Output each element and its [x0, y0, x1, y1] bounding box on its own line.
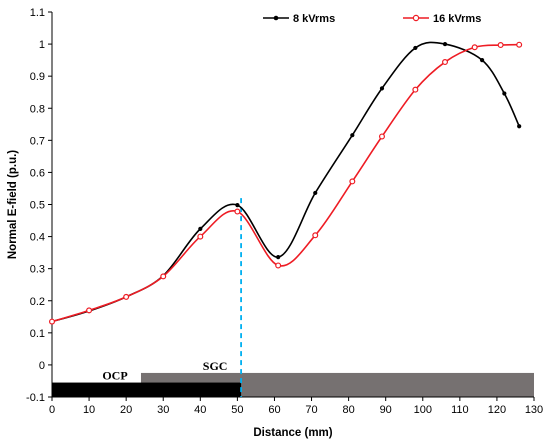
- y-tick-label: 0.6: [30, 167, 45, 179]
- band-ocp: [52, 382, 242, 397]
- y-tick-label: 0.1: [30, 328, 45, 340]
- band-label-ocp: OCP: [102, 369, 127, 383]
- legend-label-8-kvrms: 8 kVrms: [293, 13, 335, 25]
- data-point-8-kvrms: [235, 203, 240, 208]
- x-tick-label: 110: [451, 404, 469, 416]
- data-point-8-kvrms: [479, 58, 485, 63]
- data-point-16-kvrms: [123, 293, 130, 300]
- data-point-16-kvrms: [86, 307, 93, 314]
- series-line-16-kvrms: [51, 43, 520, 323]
- legend: 8 kVrms 16 kVrms: [263, 13, 481, 25]
- y-tick-label: 1: [39, 39, 45, 51]
- data-point-8-kvrms: [502, 91, 507, 96]
- axes-layer: [51, 12, 534, 398]
- data-point-16-kvrms: [349, 178, 356, 185]
- data-point-8-kvrms: [350, 133, 355, 138]
- x-tick-label: 10: [83, 404, 95, 416]
- y-tick-label: 0.7: [30, 135, 45, 147]
- data-point-16-kvrms: [234, 208, 241, 215]
- y-tick-label: 0.2: [30, 296, 45, 308]
- y-tick-label: 1.1: [30, 7, 45, 19]
- bands-layer: OCP SGC: [52, 359, 534, 397]
- data-point-8-kvrms: [517, 124, 522, 129]
- data-point-8-kvrms: [379, 86, 385, 91]
- x-tick-label: 80: [342, 404, 354, 416]
- data-point-16-kvrms: [197, 233, 204, 240]
- legend-marker-8-kvrms: [273, 15, 279, 21]
- data-point-16-kvrms: [160, 273, 167, 280]
- x-tick-label: 120: [488, 404, 506, 416]
- y-tick-label: -0.1: [26, 392, 45, 404]
- legend-marker-16-kvrms: [412, 14, 420, 22]
- x-tick-label: 90: [380, 404, 392, 416]
- data-point-16-kvrms: [48, 318, 55, 325]
- y-tick-label: 0.4: [30, 232, 45, 244]
- y-axis-title: Normal E-field (p.u.): [7, 150, 19, 259]
- y-tick-label: 0: [39, 360, 45, 372]
- data-point-16-kvrms: [471, 44, 478, 51]
- x-tick-label: 100: [414, 404, 432, 416]
- data-point-16-kvrms: [516, 41, 523, 48]
- x-tick-label: 40: [194, 404, 206, 416]
- data-point-16-kvrms: [275, 262, 282, 269]
- data-point-16-kvrms: [412, 86, 419, 93]
- data-point-16-kvrms: [497, 42, 504, 49]
- y-tick-label: 0.9: [30, 71, 45, 83]
- data-point-8-kvrms: [276, 255, 281, 260]
- x-tick-label: 20: [120, 404, 132, 416]
- x-tick-label: 50: [231, 404, 243, 416]
- data-point-8-kvrms: [313, 190, 318, 196]
- data-point-16-kvrms: [312, 232, 319, 239]
- x-tick-label: 30: [157, 404, 169, 416]
- data-point-16-kvrms: [442, 59, 449, 66]
- series-layer: [48, 41, 523, 325]
- y-tick-label: 0.8: [30, 103, 45, 115]
- x-tick-label: 0: [49, 404, 55, 416]
- y-tick-label: 0.5: [30, 200, 45, 212]
- x-tick-label: 60: [268, 404, 280, 416]
- x-axis-title: Distance (mm): [253, 427, 332, 439]
- data-point-8-kvrms: [442, 41, 448, 47]
- legend-label-16-kvrms: 16 kVrms: [433, 13, 481, 25]
- data-point-16-kvrms: [378, 133, 385, 140]
- y-tick-label: 0.3: [30, 264, 45, 276]
- ticks-layer: 0 10 20 30 40 50 60 70 80 90 100 110 120 130 -0.1 0 0.1 0…: [26, 7, 543, 416]
- series-line-8-kvrms: [51, 41, 520, 323]
- data-point-8-kvrms: [198, 226, 203, 231]
- x-tick-label: 70: [305, 404, 317, 416]
- band-label-sgc: SGC: [203, 359, 228, 373]
- data-point-8-kvrms: [413, 45, 418, 51]
- x-tick-label: 130: [525, 404, 543, 416]
